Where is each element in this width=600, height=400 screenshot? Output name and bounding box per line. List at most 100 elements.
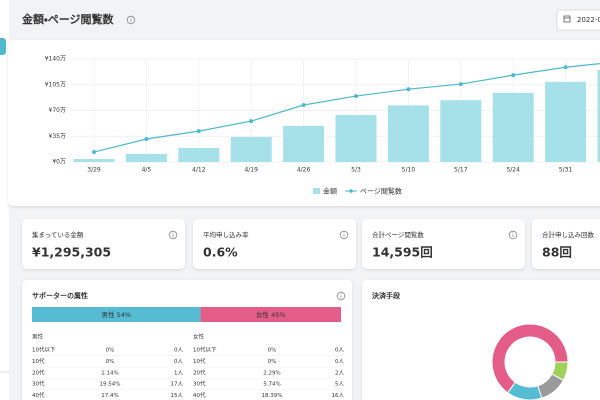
age-label: 10代以下 [32, 346, 56, 354]
stat-card-bg [22, 219, 185, 269]
gender-label: 女性 45% [256, 310, 286, 319]
age-label: 30代 [193, 380, 206, 388]
age-count: 17人 [171, 382, 184, 388]
age-count: 0人 [174, 359, 183, 365]
bar [335, 114, 377, 162]
gender-bar [32, 307, 201, 322]
age-count: 0人 [335, 348, 344, 354]
age-label: 10代 [193, 357, 206, 365]
stat-label: 平均申し込み率 [203, 230, 249, 239]
payment-card [362, 280, 600, 400]
info-icon[interactable] [336, 291, 346, 301]
payment-title: 決済手段 [372, 291, 401, 300]
age-percent: 0% [268, 359, 277, 365]
table-title: 女性 [193, 333, 205, 341]
x-tick-label: 4/5 [142, 167, 152, 174]
bar [545, 81, 587, 162]
age-count: 16人 [332, 393, 345, 399]
stat-card-bg [362, 219, 525, 269]
legend-item[interactable]: 金額 [313, 187, 337, 196]
stat-label: 合計申し込み回数 [542, 230, 595, 239]
date-picker[interactable]: 2022-0 [556, 9, 600, 31]
line-dot [511, 73, 516, 78]
bar [230, 136, 272, 162]
info-circle [339, 230, 349, 240]
age-percent: 17.4% [101, 393, 118, 399]
bar [125, 153, 167, 162]
bar [178, 148, 220, 162]
age-percent: 0% [268, 348, 277, 354]
y-tick-label: ¥140万 [45, 56, 66, 63]
age-label: 40代 [193, 391, 206, 399]
stat-value: 88回 [542, 245, 572, 260]
title-info-icon[interactable] [126, 15, 136, 25]
info-dot [172, 232, 174, 234]
line-dot [196, 129, 201, 134]
x-tick-label: 4/26 [297, 167, 311, 174]
x-tick-label: 5/24 [506, 167, 520, 174]
age-count: 5人 [335, 382, 344, 388]
sidebar-tab[interactable] [0, 38, 6, 55]
bar [283, 125, 325, 162]
x-tick-label: 4/12 [192, 167, 206, 174]
info-circle [508, 230, 518, 240]
y-tick-label: ¥70万 [49, 107, 66, 114]
line-dot [563, 65, 568, 70]
y-tick-label: ¥35万 [49, 133, 66, 140]
line-dot [458, 82, 463, 87]
bar [440, 100, 482, 162]
x-tick-label: 5/3 [351, 167, 361, 174]
y-tick-label: ¥105万 [45, 81, 66, 88]
line-dot [144, 136, 149, 141]
line-dot [301, 103, 306, 108]
stat-card-bg [532, 219, 600, 269]
table-title: 男性 [32, 333, 44, 341]
stat-card: 平均申し込み率 0.6% [193, 219, 356, 269]
stat-value: 14,595回 [372, 245, 433, 260]
info-dot [340, 293, 342, 295]
age-count: 0人 [335, 359, 344, 365]
age-count: 15人 [171, 393, 184, 399]
age-percent: 1.14% [101, 370, 118, 376]
gender-label: 男性 54% [102, 310, 132, 319]
info-icon[interactable] [339, 230, 349, 240]
bar [73, 159, 115, 162]
x-tick-label: 5/10 [402, 167, 416, 174]
age-percent: 18.39% [262, 393, 283, 399]
y-tick-label: ¥0万 [52, 159, 66, 166]
age-percent: 0% [106, 348, 115, 354]
sidebar [0, 0, 9, 400]
info-circle [168, 230, 178, 240]
legend-label: ページ閲覧数 [360, 187, 402, 196]
info-icon[interactable] [168, 230, 178, 240]
x-tick-label: 5/17 [454, 167, 468, 174]
age-label: 20代 [32, 368, 45, 376]
age-label: 20代 [193, 368, 206, 376]
age-count: 1人 [174, 370, 183, 376]
x-tick-label: 4/19 [244, 167, 258, 174]
x-tick-label: 3/29 [87, 167, 101, 174]
age-label: 40代 [32, 391, 45, 399]
line-dot [354, 94, 358, 99]
age-percent: 19.54% [100, 382, 121, 388]
line-dot [406, 87, 411, 92]
info-dot [512, 232, 514, 234]
bar [597, 70, 600, 162]
stat-label: 合計ページ閲覧数 [372, 230, 424, 239]
stat-value: 0.6% [203, 245, 238, 260]
age-count: 0人 [174, 348, 183, 354]
supporters-title: サポーターの属性 [32, 291, 88, 300]
age-count: 2人 [335, 370, 344, 376]
stat-card: 集まっている金額 ¥1,295,305 [22, 219, 185, 269]
line-dot [249, 119, 254, 124]
info-circle [336, 291, 346, 301]
stat-value: ¥1,295,305 [32, 245, 111, 260]
bar [387, 105, 429, 162]
legend-item[interactable]: ページ閲覧数 [345, 187, 402, 196]
gender-bar [200, 307, 341, 322]
info-icon[interactable] [508, 230, 518, 240]
x-tick-label: 5/31 [559, 167, 573, 174]
